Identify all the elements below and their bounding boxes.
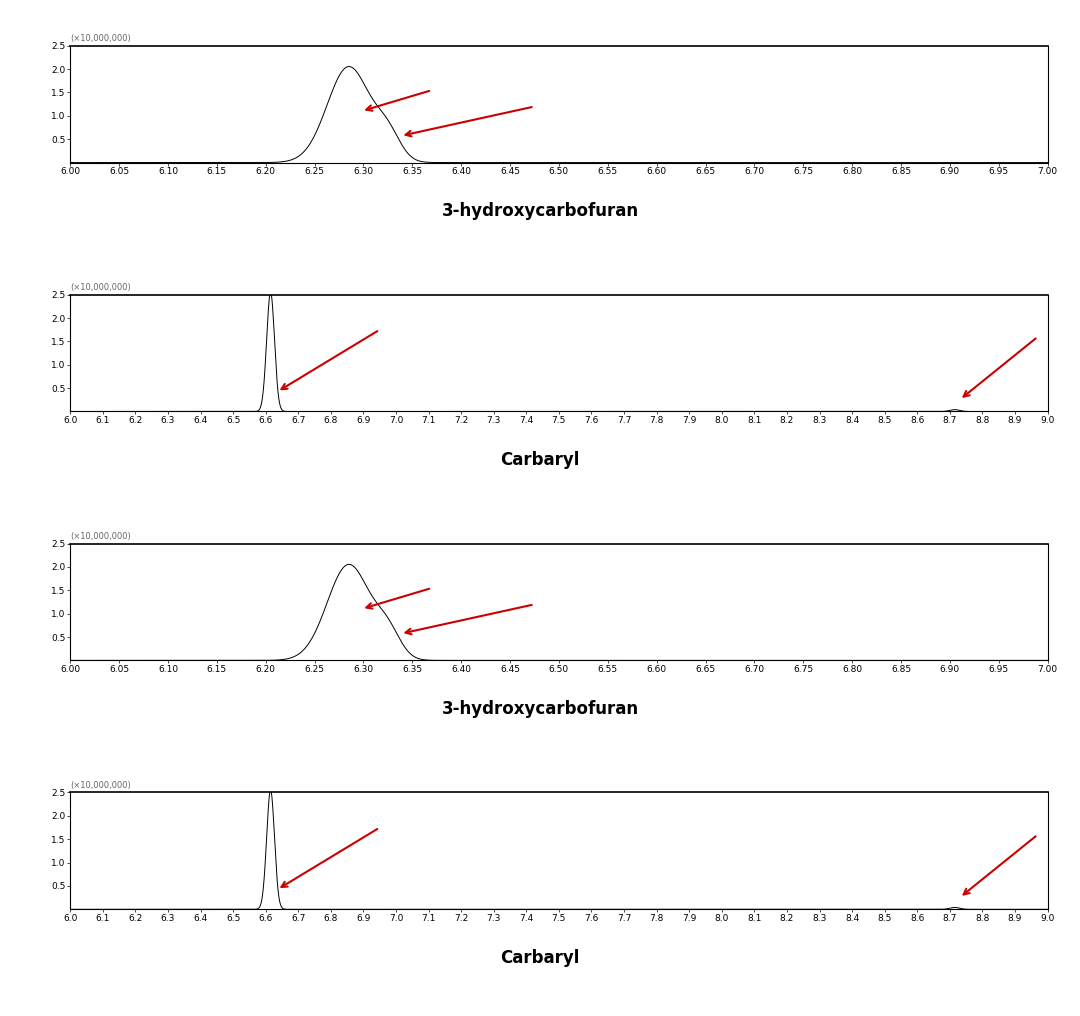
Text: 3-hydroxycarbofuran: 3-hydroxycarbofuran: [442, 202, 638, 220]
Text: Carbaryl: Carbaryl: [500, 451, 580, 469]
Text: (×10,000,000): (×10,000,000): [70, 283, 131, 293]
Text: Carbaryl: Carbaryl: [500, 949, 580, 967]
Text: 3-hydroxycarbofuran: 3-hydroxycarbofuran: [442, 700, 638, 718]
Text: (×10,000,000): (×10,000,000): [70, 781, 131, 790]
Text: (×10,000,000): (×10,000,000): [70, 532, 131, 542]
Text: (×10,000,000): (×10,000,000): [70, 35, 131, 44]
